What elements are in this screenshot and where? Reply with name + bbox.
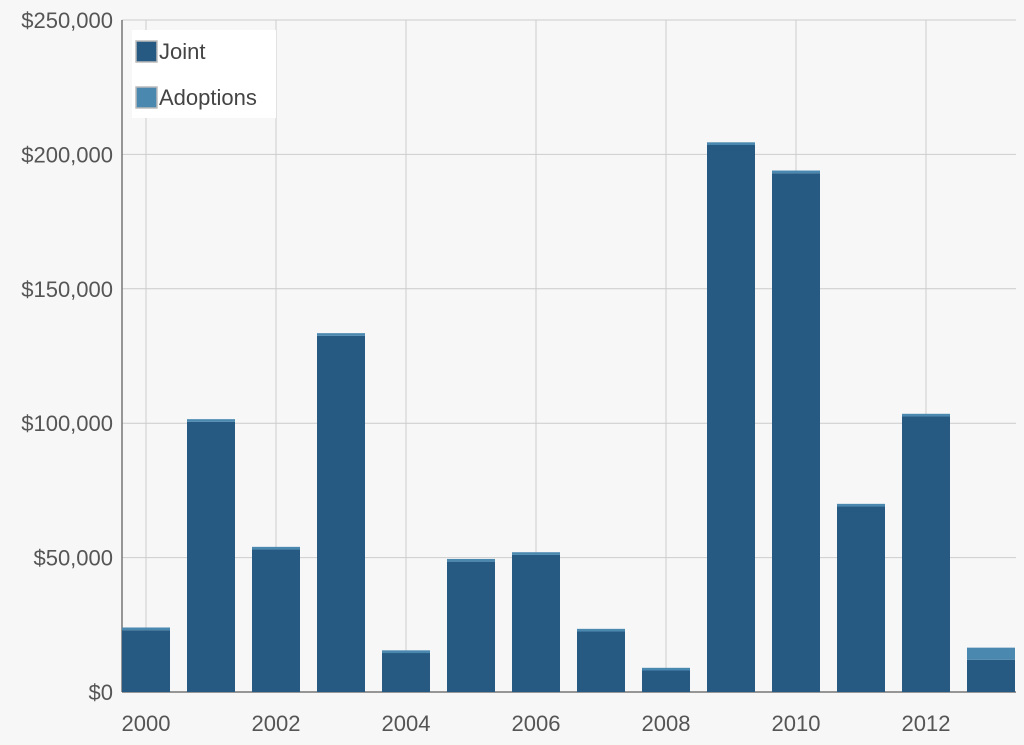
bar-adoptions-2002 (252, 546, 300, 550)
bar-joint-2002 (252, 549, 300, 692)
y-axis-tick-labels: $0 $50,000 $100,000 $150,000 $200,000 $250,00… (21, 8, 113, 705)
legend-swatch-adoptions (135, 86, 158, 109)
bar-joint-2005 (447, 561, 495, 692)
y-tick-label: $100,000 (21, 411, 113, 436)
y-tick-label: $150,000 (21, 277, 113, 302)
bar-adoptions-2010 (772, 170, 820, 174)
bar-joint-2003 (317, 335, 365, 692)
bar-adoptions-2012 (902, 413, 950, 417)
bars (122, 142, 1015, 692)
bar-joint-2000 (122, 630, 170, 692)
x-tick-label: 2008 (642, 711, 691, 736)
bar-adoptions-2007 (577, 628, 625, 632)
y-tick-label: $200,000 (21, 142, 113, 167)
bar-joint-2001 (187, 421, 235, 692)
x-tick-label: 2006 (512, 711, 561, 736)
legend: Joint Adoptions (132, 30, 276, 118)
bar-joint-2011 (837, 506, 885, 692)
x-tick-label: 2000 (122, 711, 171, 736)
bar-adoptions-2001 (187, 419, 235, 422)
bar-adoptions-2008 (642, 667, 690, 671)
bar-adoptions-2000 (122, 627, 170, 631)
x-tick-label: 2002 (252, 711, 301, 736)
legend-swatch-joint (135, 40, 158, 63)
bar-adoptions-2013 (967, 647, 1015, 660)
x-tick-label: 2004 (382, 711, 431, 736)
y-tick-label: $0 (89, 680, 113, 705)
legend-label-joint: Joint (159, 39, 205, 64)
y-tick-label: $250,000 (21, 8, 113, 33)
bar-adoptions-2004 (382, 650, 430, 654)
bar-joint-2006 (512, 554, 560, 692)
bar-adoptions-2011 (837, 503, 885, 507)
bar-adoptions-2003 (317, 333, 365, 336)
bar-joint-2012 (902, 416, 950, 692)
x-axis-tick-labels: 2000 2002 2004 2006 2008 2010 2012 (122, 711, 951, 736)
x-tick-label: 2012 (902, 711, 951, 736)
x-tick-label: 2010 (772, 711, 821, 736)
bar-joint-2004 (382, 653, 430, 692)
bar-joint-2009 (707, 144, 755, 692)
legend-label-adoptions: Adoptions (159, 85, 257, 110)
bar-adoptions-2009 (707, 142, 755, 145)
bar-adoptions-2005 (447, 558, 495, 562)
y-tick-label: $50,000 (33, 546, 113, 571)
bar-joint-2010 (772, 173, 820, 692)
bar-adoptions-2006 (512, 552, 560, 555)
bar-joint-2008 (642, 670, 690, 692)
bar-joint-2013 (967, 659, 1015, 692)
bar-joint-2007 (577, 631, 625, 692)
